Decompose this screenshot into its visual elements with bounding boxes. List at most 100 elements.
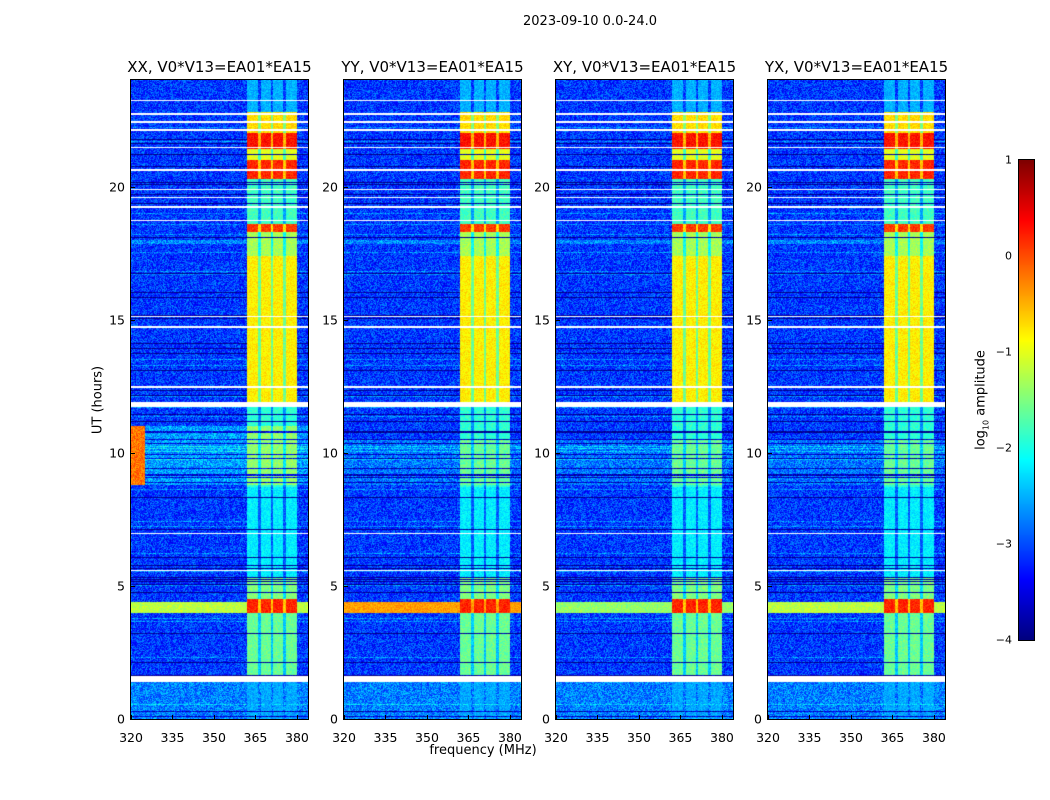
y-tick-mark bbox=[556, 452, 560, 454]
x-tick-label: 365 bbox=[456, 730, 481, 745]
colorbar: 1 0 −1 −2 −3 −4 bbox=[996, 154, 1035, 647]
y-tick-mark bbox=[344, 319, 348, 321]
x-tick-label: 365 bbox=[243, 730, 268, 745]
y-tick-label: 20 bbox=[746, 179, 762, 194]
y-tick-label: 10 bbox=[322, 445, 338, 461]
colorbar-tick-label: −1 bbox=[995, 345, 1012, 359]
x-axis-label: frequency (MHz) bbox=[429, 743, 537, 758]
x-tick-mark bbox=[344, 715, 345, 719]
y-tick-label: 5 bbox=[330, 578, 338, 594]
x-tick-label: 380 bbox=[498, 730, 522, 745]
y-tick-mark bbox=[131, 719, 135, 720]
colorbar-gradient bbox=[1018, 159, 1035, 641]
panel-yy: YY, V0*V13=EA01*EA15 320 335 350 365 380 0 5 10 1… bbox=[322, 58, 524, 745]
colorbar-tick-label: 1 bbox=[1005, 153, 1012, 167]
x-tick-mark bbox=[426, 715, 428, 719]
y-tick-label: 0 bbox=[754, 711, 762, 727]
x-tick-mark bbox=[509, 715, 511, 719]
x-tick-mark bbox=[638, 715, 640, 719]
y-tick-mark bbox=[768, 719, 772, 720]
x-tick-mark bbox=[809, 715, 811, 719]
x-tick-label: 380 bbox=[285, 730, 309, 745]
y-tick-label: 5 bbox=[117, 578, 125, 594]
y-tick-label: 20 bbox=[109, 179, 125, 194]
y-tick-label: 5 bbox=[542, 578, 550, 594]
y-tick-label: 10 bbox=[534, 445, 550, 461]
y-tick-label: 0 bbox=[330, 711, 338, 727]
y-axis-label: UT (hours) bbox=[90, 365, 106, 435]
waterfall-heatmap bbox=[343, 79, 522, 720]
y-tick-mark bbox=[768, 452, 772, 454]
y-tick-label: 15 bbox=[534, 312, 550, 328]
y-tick-label: 15 bbox=[109, 312, 125, 328]
y-tick-mark bbox=[131, 319, 135, 321]
y-tick-mark bbox=[131, 585, 135, 587]
colorbar-label: log10 amplitude bbox=[974, 350, 991, 450]
colorbar-label-suffix: amplitude bbox=[973, 350, 989, 420]
x-tick-mark bbox=[721, 715, 723, 719]
panel-title: YY, V0*V13=EA01*EA15 bbox=[341, 58, 524, 76]
x-tick-label: 335 bbox=[797, 730, 822, 745]
x-tick-mark bbox=[131, 715, 132, 719]
x-tick-label: 335 bbox=[160, 730, 185, 745]
x-tick-label: 320 bbox=[332, 730, 356, 745]
x-tick-label: 350 bbox=[839, 730, 863, 745]
x-tick-label: 380 bbox=[710, 730, 734, 745]
x-tick-mark bbox=[296, 715, 298, 719]
colorbar-label-prefix: log bbox=[973, 430, 989, 450]
x-tick-mark bbox=[213, 715, 215, 719]
y-tick-label: 10 bbox=[109, 445, 125, 461]
x-tick-mark bbox=[255, 715, 257, 719]
waterfall-heatmap bbox=[767, 79, 946, 720]
x-tick-mark bbox=[768, 715, 769, 719]
y-tick-mark bbox=[768, 186, 772, 188]
y-tick-label: 15 bbox=[322, 312, 338, 328]
y-tick-mark bbox=[344, 452, 348, 454]
x-tick-label: 320 bbox=[544, 730, 568, 745]
x-tick-label: 365 bbox=[668, 730, 693, 745]
y-tick-mark bbox=[768, 585, 772, 587]
x-tick-label: 365 bbox=[880, 730, 905, 745]
y-tick-mark bbox=[344, 719, 348, 720]
x-tick-mark bbox=[850, 715, 852, 719]
y-tick-mark bbox=[556, 585, 560, 587]
panel-title: XY, V0*V13=EA01*EA15 bbox=[552, 58, 737, 76]
colorbar-tick-label: 0 bbox=[1005, 249, 1012, 263]
x-tick-mark bbox=[933, 715, 935, 719]
panel-xy: XY, V0*V13=EA01*EA15 320 335 350 365 380 0 5 10 1… bbox=[534, 58, 736, 745]
y-tick-label: 20 bbox=[534, 179, 550, 194]
y-tick-mark bbox=[344, 585, 348, 587]
y-tick-mark bbox=[344, 186, 348, 188]
panel-title: YX, V0*V13=EA01*EA15 bbox=[764, 58, 949, 76]
colorbar-tick-label: −3 bbox=[995, 537, 1012, 551]
y-tick-mark bbox=[556, 319, 560, 321]
panel-title: XX, V0*V13=EA01*EA15 bbox=[127, 58, 312, 76]
x-tick-label: 335 bbox=[373, 730, 398, 745]
x-tick-mark bbox=[597, 715, 599, 719]
x-tick-mark bbox=[892, 715, 894, 719]
y-tick-label: 20 bbox=[322, 179, 338, 194]
figure-title: 2023-09-10 0.0-24.0 bbox=[523, 14, 657, 29]
y-tick-label: 10 bbox=[746, 445, 762, 461]
y-tick-mark bbox=[556, 719, 560, 720]
x-tick-label: 350 bbox=[415, 730, 439, 745]
x-tick-mark bbox=[468, 715, 470, 719]
panel-yx: YX, V0*V13=EA01*EA15 320 335 350 365 380 0 5 10 1… bbox=[746, 58, 948, 745]
x-tick-label: 320 bbox=[756, 730, 780, 745]
y-tick-mark bbox=[768, 319, 772, 321]
colorbar-tick-label: −4 bbox=[995, 633, 1012, 647]
x-tick-label: 335 bbox=[585, 730, 610, 745]
panel-xx: XX, V0*V13=EA01*EA15 320 335 350 365 380 0 5 10 1… bbox=[109, 58, 312, 745]
colorbar-tick-label: −2 bbox=[995, 441, 1012, 455]
x-tick-mark bbox=[385, 715, 387, 719]
waterfall-heatmap bbox=[555, 79, 734, 720]
x-tick-mark bbox=[556, 715, 557, 719]
x-tick-label: 380 bbox=[922, 730, 946, 745]
waterfall-heatmap bbox=[130, 79, 309, 720]
y-tick-label: 15 bbox=[746, 312, 762, 328]
x-tick-label: 350 bbox=[202, 730, 226, 745]
x-tick-label: 350 bbox=[627, 730, 651, 745]
y-tick-label: 0 bbox=[542, 711, 550, 727]
colorbar-label-sub: 10 bbox=[981, 419, 991, 431]
